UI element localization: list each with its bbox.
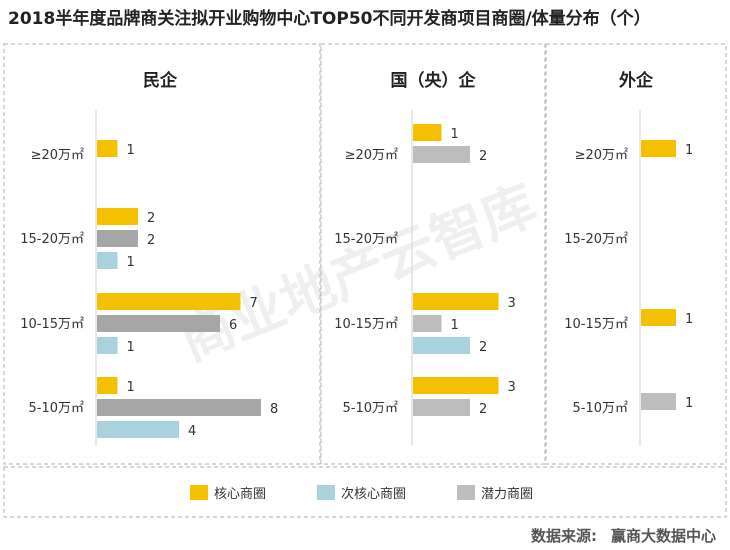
data-label: 8: [270, 402, 278, 417]
category-label: 10-15万㎡: [334, 317, 398, 332]
bar-potential: [97, 315, 220, 332]
bar-core: [641, 309, 676, 326]
bar-core: [413, 377, 499, 394]
category-label: 15-20万㎡: [564, 232, 628, 247]
data-label: 2: [479, 402, 487, 417]
category-label: 15-20万㎡: [334, 232, 398, 247]
data-label: 2: [147, 233, 155, 248]
bar-sub_core: [97, 421, 179, 438]
bar-core: [97, 140, 118, 157]
legend-swatch-core: [190, 485, 208, 500]
legend-swatch-potential: [457, 485, 475, 500]
data-label: 1: [451, 318, 459, 333]
bar-core: [641, 140, 676, 157]
bar-potential: [413, 146, 470, 163]
bar-sub_core: [413, 337, 470, 354]
chart-title: 2018半年度品牌商关注拟开业购物中心TOP50不同开发商项目商圈/体量分布（个…: [8, 9, 651, 29]
data-label: 1: [685, 396, 693, 411]
bar-core: [413, 293, 499, 310]
category-label: 10-15万㎡: [20, 317, 84, 332]
bar-sub_core: [97, 337, 118, 354]
data-label: 1: [127, 143, 135, 158]
panel-frame-3: [545, 43, 727, 465]
data-label: 2: [479, 149, 487, 164]
category-label: ≥20万㎡: [31, 148, 84, 163]
bar-sub_core: [97, 252, 118, 269]
data-label: 3: [508, 296, 516, 311]
source-value: 赢商大数据中心: [610, 527, 716, 545]
data-label: 1: [127, 255, 135, 270]
data-label: 3: [508, 380, 516, 395]
data-label: 2: [147, 211, 155, 226]
category-label: 10-15万㎡: [564, 317, 628, 332]
data-label: 1: [127, 380, 135, 395]
bar-potential: [97, 230, 138, 247]
data-label: 2: [479, 340, 487, 355]
panel-frame-2: [320, 43, 546, 465]
data-label: 4: [188, 424, 196, 439]
category-label: ≥20万㎡: [575, 148, 628, 163]
data-label: 6: [229, 318, 237, 333]
bar-core: [97, 208, 138, 225]
data-label: 1: [685, 312, 693, 327]
category-label: 15-20万㎡: [20, 232, 84, 247]
panel-header-2: 国（央）企: [391, 70, 477, 91]
category-label: 5-10万㎡: [572, 401, 628, 416]
watermark-text: 商业地产云智库: [171, 172, 545, 373]
legend-label-core: 核心商圈: [214, 487, 266, 502]
panel-header-1: 民企: [143, 70, 178, 91]
category-label: 5-10万㎡: [342, 401, 398, 416]
source-note: 数据来源: 赢商大数据中心: [531, 525, 716, 546]
legend-swatch-sub_core: [317, 485, 335, 500]
bar-core: [97, 377, 118, 394]
data-label: 1: [127, 340, 135, 355]
bar-potential: [413, 399, 470, 416]
legend-label-sub_core: 次核心商圈: [341, 486, 406, 502]
panel-frame-1: [3, 43, 321, 465]
panel-header-3: 外企: [619, 70, 654, 91]
bar-potential: [413, 315, 442, 332]
legend-frame: [3, 466, 727, 518]
bar-core: [97, 293, 241, 310]
bar-potential: [641, 393, 676, 410]
category-label: ≥20万㎡: [345, 148, 398, 163]
bar-core: [413, 124, 442, 141]
legend-label-potential: 潜力商圈: [481, 487, 533, 502]
category-label: 5-10万㎡: [28, 401, 84, 416]
bar-potential: [97, 399, 261, 416]
source-label: 数据来源:: [530, 527, 597, 545]
data-label: 1: [685, 143, 693, 158]
data-label: 7: [250, 296, 258, 311]
data-label: 1: [451, 127, 459, 142]
